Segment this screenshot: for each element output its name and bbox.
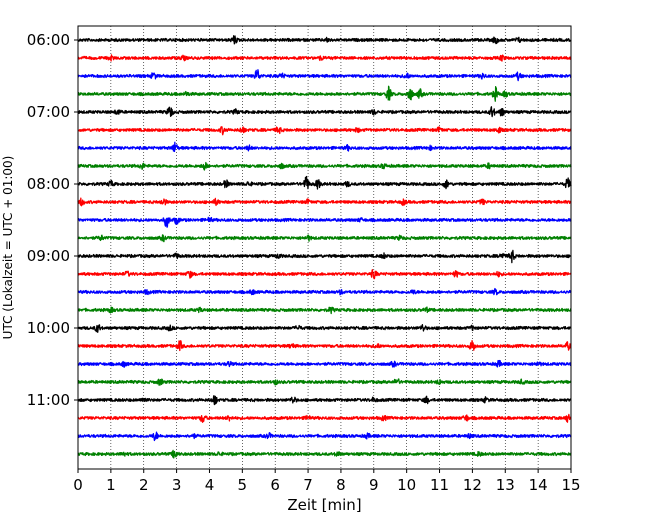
seismogram-trace bbox=[77, 249, 572, 264]
x-tick-label: 9 bbox=[369, 476, 379, 494]
seismogram-trace bbox=[77, 395, 572, 406]
seismogram-trace bbox=[77, 269, 572, 280]
y-tick-label: 08:00 bbox=[27, 175, 70, 193]
x-tick-label: 0 bbox=[73, 476, 83, 494]
seismogram-trace bbox=[77, 449, 572, 459]
x-tick-label: 13 bbox=[496, 476, 515, 494]
seismogram-trace bbox=[77, 106, 572, 118]
seismogram-trace bbox=[77, 85, 572, 102]
seismogram-trace bbox=[77, 306, 572, 315]
seismogram-trace bbox=[77, 234, 572, 243]
seismogram-trace bbox=[77, 54, 572, 62]
trace-group bbox=[77, 35, 572, 459]
seismogram-trace bbox=[77, 378, 572, 386]
seismogram-trace bbox=[77, 175, 572, 190]
y-tick-label: 09:00 bbox=[27, 247, 70, 265]
seismogram-trace bbox=[77, 359, 572, 368]
x-tick-label: 3 bbox=[172, 476, 182, 494]
seismogram-trace bbox=[77, 161, 572, 171]
seismogram-trace bbox=[77, 431, 572, 442]
x-axis-label: Zeit [min] bbox=[287, 496, 361, 514]
x-tick-label: 2 bbox=[139, 476, 149, 494]
seismogram-trace bbox=[77, 35, 572, 45]
seismogram-trace bbox=[77, 216, 572, 228]
x-tick-label: 15 bbox=[561, 476, 580, 494]
x-tick-label: 1 bbox=[106, 476, 116, 494]
x-tick-label: 8 bbox=[336, 476, 346, 494]
y-axis-ticks: 06:00 07:00 08:00 09:00 10:00 11:00 bbox=[27, 31, 78, 409]
x-tick-label: 14 bbox=[529, 476, 548, 494]
seismogram-trace bbox=[77, 340, 572, 352]
seismogram-trace bbox=[77, 323, 572, 333]
x-tick-label: 12 bbox=[463, 476, 482, 494]
x-tick-label: 11 bbox=[430, 476, 449, 494]
y-axis-label: UTC (Lokalzeit = UTC + 01:00) bbox=[1, 156, 15, 340]
x-tick-label: 5 bbox=[238, 476, 248, 494]
seismogram-trace bbox=[77, 126, 572, 136]
seismogram-trace bbox=[77, 141, 572, 153]
x-gridlines bbox=[110, 26, 539, 469]
seismogram-trace bbox=[77, 69, 572, 82]
y-tick-label: 07:00 bbox=[27, 103, 70, 121]
x-tick-label: 6 bbox=[270, 476, 280, 494]
x-axis-ticks: 0 1 2 3 4 5 6 7 8 9 10 11 12 13 14 15 bbox=[73, 469, 581, 494]
seismogram-trace bbox=[77, 287, 572, 296]
y-tick-label: 10:00 bbox=[27, 319, 70, 337]
plot-frame bbox=[77, 25, 572, 470]
seismogram-trace bbox=[77, 413, 572, 423]
y-tick-label: 11:00 bbox=[27, 391, 70, 409]
seismogram-trace bbox=[77, 197, 572, 207]
x-tick-label: 4 bbox=[205, 476, 215, 494]
y-tick-label: 06:00 bbox=[27, 31, 70, 49]
x-tick-label: 7 bbox=[303, 476, 313, 494]
x-tick-label: 10 bbox=[397, 476, 416, 494]
plot-background bbox=[78, 26, 571, 469]
